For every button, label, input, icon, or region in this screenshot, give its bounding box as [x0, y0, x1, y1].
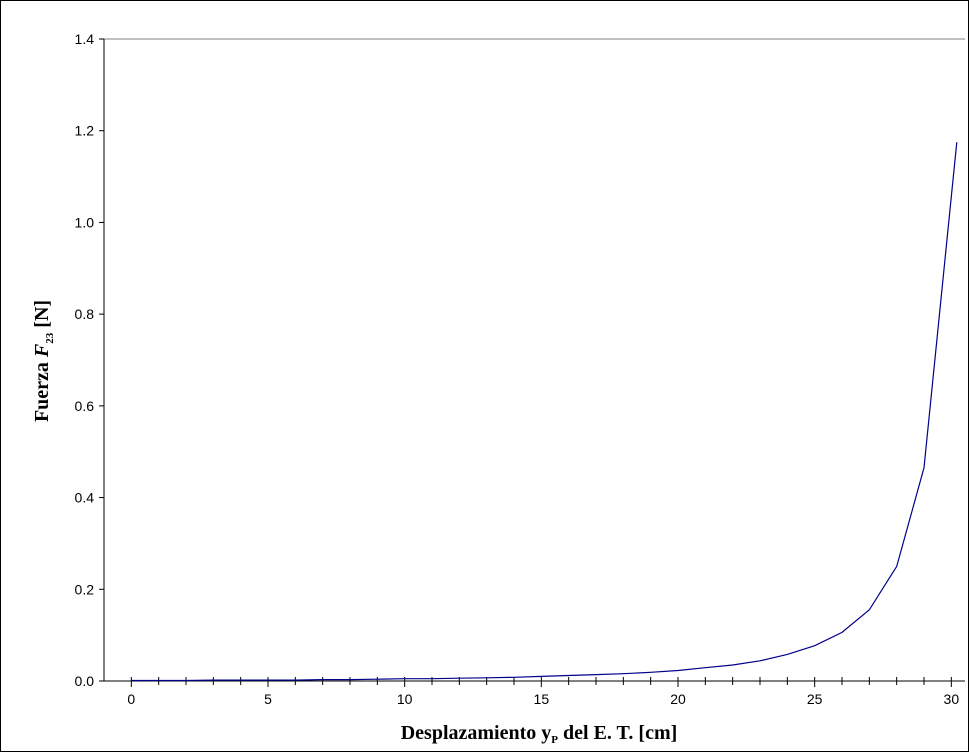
x-axis-title: Desplazamiento yP del E. T. [cm] [401, 722, 678, 746]
y-axis-title-symbol: F [31, 343, 53, 358]
x-tick-label: 5 [264, 691, 272, 707]
y-axis-title-suffix: [N] [31, 300, 53, 333]
x-tick-label: 20 [670, 691, 686, 707]
tick-labels: 0.0 0.2 0.4 0.6 0.8 1.0 1.2 1.4 0 5 10 15 20 25 30 [75, 31, 960, 707]
x-tick-label: 30 [944, 691, 960, 707]
y-tick-label: 0.8 [75, 306, 95, 322]
x-tick-label: 0 [127, 691, 135, 707]
x-tick-label: 25 [807, 691, 823, 707]
y-tick-label: 1.2 [75, 123, 95, 139]
x-tick-label: 10 [397, 691, 413, 707]
series-line [131, 142, 958, 682]
y-tick-label: 1.0 [75, 214, 95, 230]
x-axis-title-subscript: P [551, 734, 558, 746]
x-axis-title-suffix: del E. T. [cm] [558, 722, 677, 744]
y-tick-label: 0.0 [75, 673, 95, 689]
y-axis-title-subscript: 23 [44, 332, 56, 344]
x-tick-label: 15 [534, 691, 550, 707]
y-tick-label: 0.2 [75, 581, 95, 597]
y-tick-label: 1.4 [75, 31, 95, 47]
y-tick-label: 0.6 [75, 398, 95, 414]
y-axis-title: Fuerza F23 [N] [31, 300, 56, 422]
x-axis-title-prefix: Desplazamiento y [401, 722, 552, 744]
tick-marks [99, 38, 952, 687]
y-axis-title-prefix: Fuerza [31, 357, 53, 422]
y-tick-label: 0.4 [75, 490, 95, 506]
